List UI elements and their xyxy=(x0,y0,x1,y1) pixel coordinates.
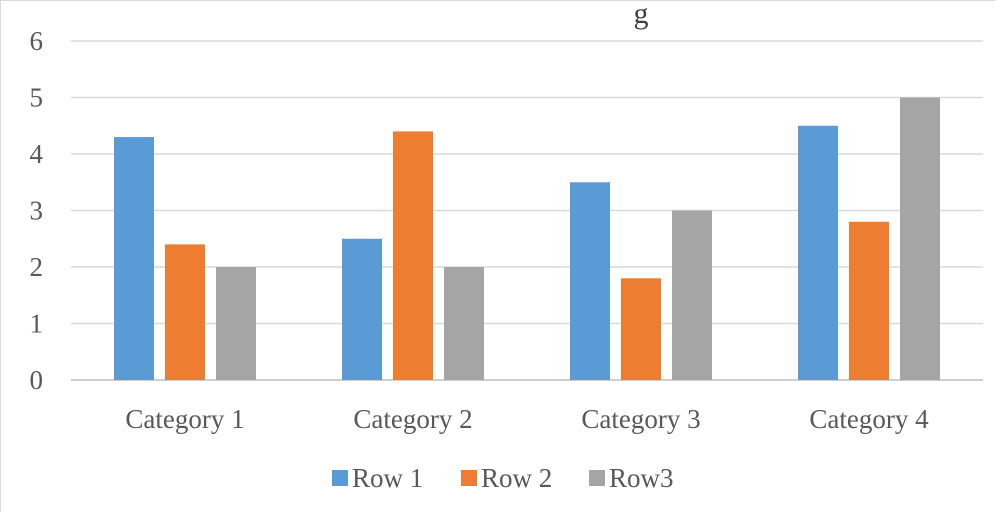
y-axis-ticks: 0 1 2 3 4 5 6 xyxy=(30,26,44,395)
x-tick-label: Category 1 xyxy=(125,404,244,434)
x-tick-label: Category 2 xyxy=(353,404,472,434)
bar-row3-4 xyxy=(900,97,940,380)
bar-row3-3 xyxy=(672,210,712,380)
bars xyxy=(114,97,940,380)
bar-row-2-4 xyxy=(849,221,889,380)
bar-row3-2 xyxy=(444,267,484,380)
legend-label: Row3 xyxy=(609,463,674,493)
y-tick-label: 0 xyxy=(30,365,44,395)
legend-swatch xyxy=(461,470,477,486)
bar-row-2-3 xyxy=(621,278,661,380)
y-tick-label: 3 xyxy=(30,196,44,226)
y-tick-label: 4 xyxy=(30,139,44,169)
legend: Row 1 Row 2 Row3 xyxy=(332,463,674,493)
bar-row-1-4 xyxy=(798,125,838,380)
y-tick-label: 1 xyxy=(30,309,44,339)
bar-row-1-3 xyxy=(570,182,610,380)
legend-label: Row 1 xyxy=(352,463,423,493)
bar-row-1-2 xyxy=(342,238,382,380)
legend-swatch xyxy=(332,470,348,486)
bar-row-2-1 xyxy=(165,244,205,380)
bar-row-2-2 xyxy=(393,131,433,380)
x-axis-ticks: Category 1 Category 2 Category 3 Category 4 xyxy=(125,404,929,434)
chart-title-layer: g xyxy=(634,1,649,30)
bar-row-1-1 xyxy=(114,137,154,380)
y-tick-label: 2 xyxy=(30,252,44,282)
x-tick-label: Category 4 xyxy=(809,404,929,434)
x-tick-label: Category 3 xyxy=(581,404,700,434)
y-tick-label: 6 xyxy=(30,26,44,56)
bar-row3-1 xyxy=(216,267,256,380)
legend-label: Row 2 xyxy=(481,463,552,493)
y-tick-label: 5 xyxy=(30,83,44,113)
legend-swatch xyxy=(589,470,605,486)
gridlines xyxy=(71,40,983,381)
chart-title: g xyxy=(634,1,649,30)
